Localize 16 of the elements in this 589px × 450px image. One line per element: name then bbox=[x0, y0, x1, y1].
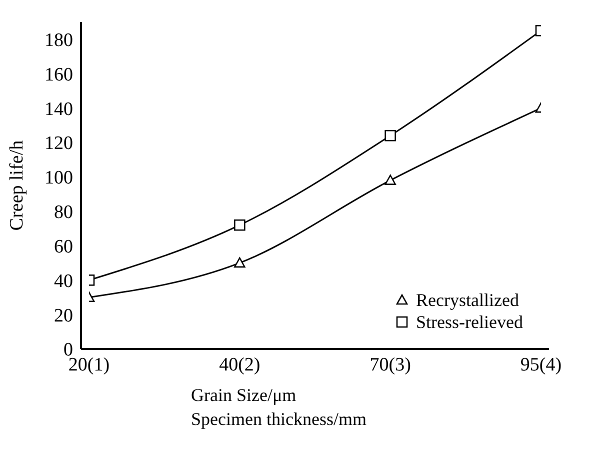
y-tick-label: 20 bbox=[54, 305, 73, 326]
x-tick-label: 70(3) bbox=[370, 354, 411, 376]
y-axis-title: Creep life/h bbox=[6, 140, 28, 231]
y-tick-label: 60 bbox=[54, 236, 73, 258]
y-tick-label: 80 bbox=[54, 202, 73, 224]
y-tick-label: 160 bbox=[44, 64, 73, 86]
y-tick-label: 120 bbox=[44, 133, 73, 154]
y-tick-label: 40 bbox=[54, 270, 73, 292]
legend-label: Stress-relieved bbox=[416, 311, 523, 333]
y-tick-label: 180 bbox=[44, 30, 73, 51]
y-tick-label: 100 bbox=[44, 168, 73, 189]
x-tick-label: 95(4) bbox=[520, 354, 562, 376]
legend-label: Recrystallized bbox=[416, 289, 519, 311]
x-axis-title: Grain Size/μm Specimen thickness/mm bbox=[191, 385, 366, 429]
y-tick-label: 140 bbox=[44, 98, 73, 120]
x-tick-label: 40(2) bbox=[219, 354, 260, 376]
